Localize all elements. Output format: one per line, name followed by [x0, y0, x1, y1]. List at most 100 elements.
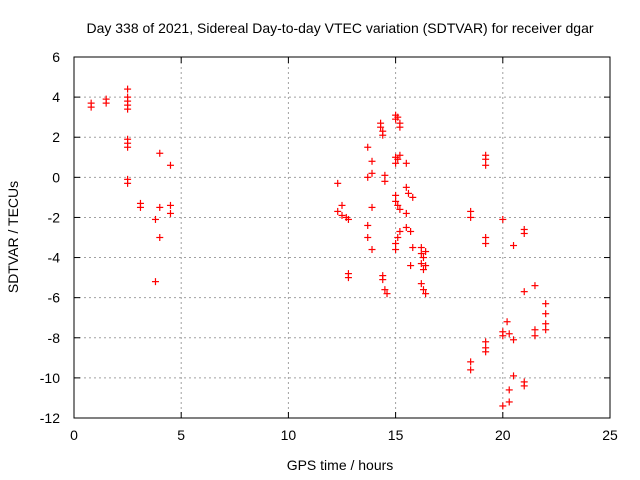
data-point: [124, 85, 132, 93]
data-point: [338, 201, 346, 209]
y-tick-label: 4: [52, 89, 60, 105]
data-point: [505, 330, 513, 338]
plot-frame: [73, 56, 611, 419]
data-point: [531, 282, 539, 290]
data-point: [368, 246, 376, 254]
data-point: [124, 179, 132, 187]
data-point: [419, 254, 427, 262]
data-point: [409, 244, 417, 252]
x-tick-label: 10: [281, 427, 297, 443]
data-point: [422, 290, 430, 298]
data-point: [124, 143, 132, 151]
data-point: [396, 227, 404, 235]
data-point: [482, 240, 490, 248]
data-point: [381, 286, 389, 294]
data-point: [482, 348, 490, 356]
x-axis-label: GPS time / hours: [287, 457, 394, 473]
data-point: [417, 250, 425, 258]
data-point: [156, 203, 164, 211]
data-point: [520, 382, 528, 390]
data-point: [417, 244, 425, 252]
data-point: [409, 193, 417, 201]
data-point: [338, 211, 346, 219]
data-point: [364, 234, 372, 241]
data-point: [510, 372, 518, 380]
data-point: [394, 234, 402, 241]
data-point: [381, 171, 389, 179]
data-point: [87, 103, 95, 111]
data-point: [377, 123, 385, 131]
data-point: [542, 310, 550, 318]
data-point: [102, 99, 110, 107]
data-point: [482, 161, 490, 169]
data-point: [467, 213, 475, 221]
x-tick-label: 15: [388, 427, 404, 443]
grid-lines: [74, 57, 610, 418]
x-tick-labels: 0 5 10 15 20 25: [70, 427, 618, 443]
y-tick-label: 2: [52, 129, 60, 145]
data-point: [392, 246, 400, 254]
y-tick-label: -6: [48, 290, 61, 306]
data-point: [364, 221, 372, 229]
data-point: [392, 197, 400, 205]
y-axis-label: SDTVAR / TECUs: [5, 181, 21, 293]
data-point: [392, 191, 400, 199]
data-point: [381, 177, 389, 185]
data-points: [87, 85, 550, 410]
data-point: [499, 332, 507, 340]
y-tick-label: -12: [40, 410, 60, 426]
y-tick-label: -10: [40, 370, 60, 386]
data-point: [503, 318, 511, 326]
data-point: [505, 386, 513, 394]
y-tick-labels: -12 -10 -8 -6 -4 -2 0 2 4 6: [40, 49, 60, 426]
data-point: [542, 320, 550, 328]
data-point: [482, 338, 490, 346]
data-point: [379, 131, 387, 139]
data-point: [402, 183, 410, 191]
data-point: [334, 179, 342, 187]
data-point: [499, 402, 507, 410]
data-point: [422, 248, 430, 256]
x-tick-label: 25: [602, 427, 618, 443]
data-point: [396, 205, 404, 213]
data-point: [364, 173, 372, 181]
data-point: [151, 278, 159, 286]
data-point: [344, 215, 352, 223]
data-point: [402, 223, 410, 231]
data-point: [419, 286, 427, 294]
data-point: [520, 229, 528, 237]
data-point: [407, 227, 415, 235]
data-point: [417, 260, 425, 268]
x-tick-label: 0: [70, 427, 78, 443]
data-point: [136, 203, 144, 211]
data-point: [368, 157, 376, 165]
data-point: [510, 336, 518, 344]
data-point: [364, 143, 372, 151]
data-point: [394, 155, 402, 163]
data-point: [166, 201, 174, 209]
data-point: [419, 266, 427, 274]
x-tick-label: 5: [177, 427, 185, 443]
data-point: [383, 290, 391, 298]
data-point: [404, 189, 412, 197]
data-point: [505, 398, 513, 406]
data-point: [422, 262, 430, 270]
data-point: [151, 215, 159, 223]
data-point: [166, 209, 174, 217]
data-point: [166, 161, 174, 169]
y-tick-label: -2: [48, 209, 61, 225]
data-point: [417, 280, 425, 288]
data-point: [394, 113, 402, 121]
data-point: [542, 300, 550, 308]
data-point: [531, 332, 539, 340]
y-tick-label: -4: [48, 250, 61, 266]
data-point: [156, 234, 164, 241]
data-point: [482, 155, 490, 163]
data-point: [396, 123, 404, 131]
data-point: [392, 240, 400, 248]
data-point: [396, 151, 404, 159]
data-point: [156, 149, 164, 157]
data-point: [467, 207, 475, 215]
data-point: [467, 358, 475, 366]
data-point: [542, 326, 550, 334]
